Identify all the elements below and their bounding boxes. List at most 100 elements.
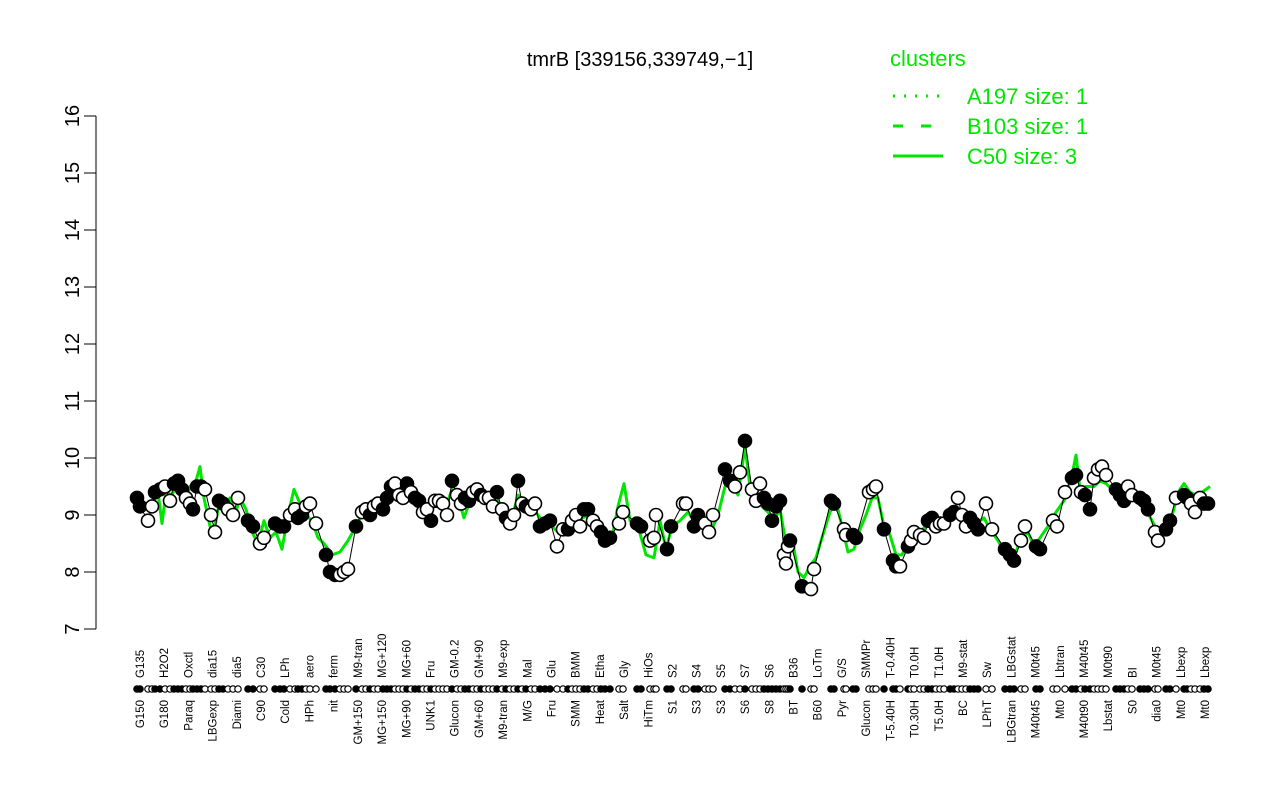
data-point — [302, 496, 318, 511]
x-tick-label: Sw — [982, 661, 994, 678]
x-tick-label: M40t45 — [1031, 700, 1043, 738]
data-point — [1082, 501, 1098, 517]
data-point — [892, 558, 908, 574]
data-point — [950, 490, 966, 506]
x-tick-label: G150 — [135, 700, 147, 728]
data-point — [984, 521, 1000, 537]
x-tick-label: dia5 — [232, 656, 244, 678]
data-point — [1077, 487, 1093, 503]
data-point — [602, 530, 618, 546]
x-tick-label: Lbstat — [1103, 699, 1115, 731]
x-tick-label: Cold — [280, 700, 292, 724]
y-tick-label: 10 — [62, 447, 84, 469]
data-point — [1140, 501, 1156, 517]
data-point — [648, 507, 664, 523]
x-tick-label: Mal — [522, 659, 534, 678]
x-rug-point — [1128, 685, 1136, 693]
data-point — [439, 507, 455, 523]
data-point — [1150, 533, 1166, 548]
x-tick-label: MG+60 — [401, 640, 413, 678]
x-tick-label: Etha — [595, 654, 607, 678]
data-point — [727, 479, 743, 494]
data-point — [318, 547, 334, 563]
x-tick-label: Mt0 — [1200, 700, 1212, 719]
x-tick-label: dia0 — [1152, 700, 1164, 722]
x-rug-point — [234, 685, 242, 693]
x-tick-label: LBGexp — [208, 700, 220, 742]
x-rug-point — [619, 685, 627, 693]
legend-entry-b103: B103 size: 1 — [967, 114, 1088, 139]
data-point — [489, 484, 505, 500]
x-tick-label: M9-exp — [498, 640, 510, 678]
y-axis: 7 8 9 10 11 12 13 14 15 16 — [62, 105, 97, 635]
data-point — [197, 482, 213, 497]
x-tick-label: G/S — [837, 658, 849, 678]
x-rug-point — [1053, 685, 1061, 693]
x-rug-point — [830, 685, 838, 693]
y-tick-label: 9 — [62, 509, 84, 520]
x-rug-point — [344, 685, 352, 693]
x-tick-label: Gly — [619, 661, 631, 679]
data-point — [340, 561, 356, 577]
chart-title: tmrB [339156,339749,−1] — [527, 49, 753, 71]
data-point — [1049, 519, 1065, 534]
x-tick-label: nit — [329, 699, 341, 712]
x-rug-point — [637, 685, 645, 693]
data-point — [806, 561, 822, 577]
data-point — [868, 479, 884, 494]
x-rug-point — [260, 685, 268, 693]
data-point — [1032, 541, 1048, 557]
x-rug-point — [606, 685, 614, 693]
x-rug-point — [312, 685, 320, 693]
x-tick-label: S2 — [668, 664, 680, 678]
x-tick-label: M9-tran — [353, 638, 365, 678]
x-tick-label: Salt — [619, 699, 631, 720]
x-rug-point — [974, 685, 982, 693]
data-point — [732, 464, 748, 480]
y-tick-label: 14 — [62, 219, 84, 241]
x-tick-label: Glucon — [450, 700, 462, 736]
x-tick-label: GM+60 — [474, 700, 486, 738]
y-tick-label: 8 — [62, 566, 84, 577]
x-rug-point — [1036, 685, 1044, 693]
x-tick-label: LoTm — [813, 649, 825, 678]
x-rug-point — [798, 685, 806, 693]
legend: clusters A197 size: 1 B103 size: 1 C50 s… — [890, 46, 1088, 169]
x-tick-label: T5.0H — [934, 700, 946, 731]
x-rug-point — [786, 685, 794, 693]
x-rug-point — [852, 685, 860, 693]
x-tick-label: Fru — [425, 661, 437, 678]
data-point — [1057, 484, 1073, 500]
x-rug-point — [136, 685, 144, 693]
data-point — [549, 539, 565, 554]
x-rug-point — [682, 685, 690, 693]
x-tick-label: M/G — [522, 700, 534, 722]
data-point — [663, 519, 679, 534]
x-rug-point — [880, 685, 888, 693]
x-tick-label: Lbtran — [1055, 645, 1067, 678]
data-point — [423, 513, 439, 529]
data-point — [659, 541, 675, 557]
x-tick-label: BT — [789, 700, 801, 715]
data-point — [245, 519, 261, 534]
data-point — [162, 493, 178, 509]
data-point — [848, 530, 864, 546]
data-point — [308, 516, 324, 531]
x-tick-label: Glucon — [861, 700, 873, 736]
x-tick-label: GM+90 — [474, 640, 486, 678]
data-point — [705, 507, 721, 523]
y-tick-label: 13 — [62, 276, 84, 298]
x-rug-point — [988, 685, 996, 693]
y-tick-label: 16 — [62, 105, 84, 127]
data-point — [978, 496, 994, 511]
x-tick-label: T1.0H — [934, 647, 946, 678]
data-point — [348, 519, 364, 534]
x-tick-label: S3 — [716, 700, 728, 714]
data-point — [1187, 504, 1203, 520]
x-tick-label: Lbexp — [1176, 647, 1188, 678]
x-tick-label: M40t45 — [1079, 640, 1091, 678]
x-tick-label: S1 — [668, 700, 680, 714]
x-rug-point — [694, 685, 702, 693]
y-tick-label: 12 — [62, 333, 84, 355]
